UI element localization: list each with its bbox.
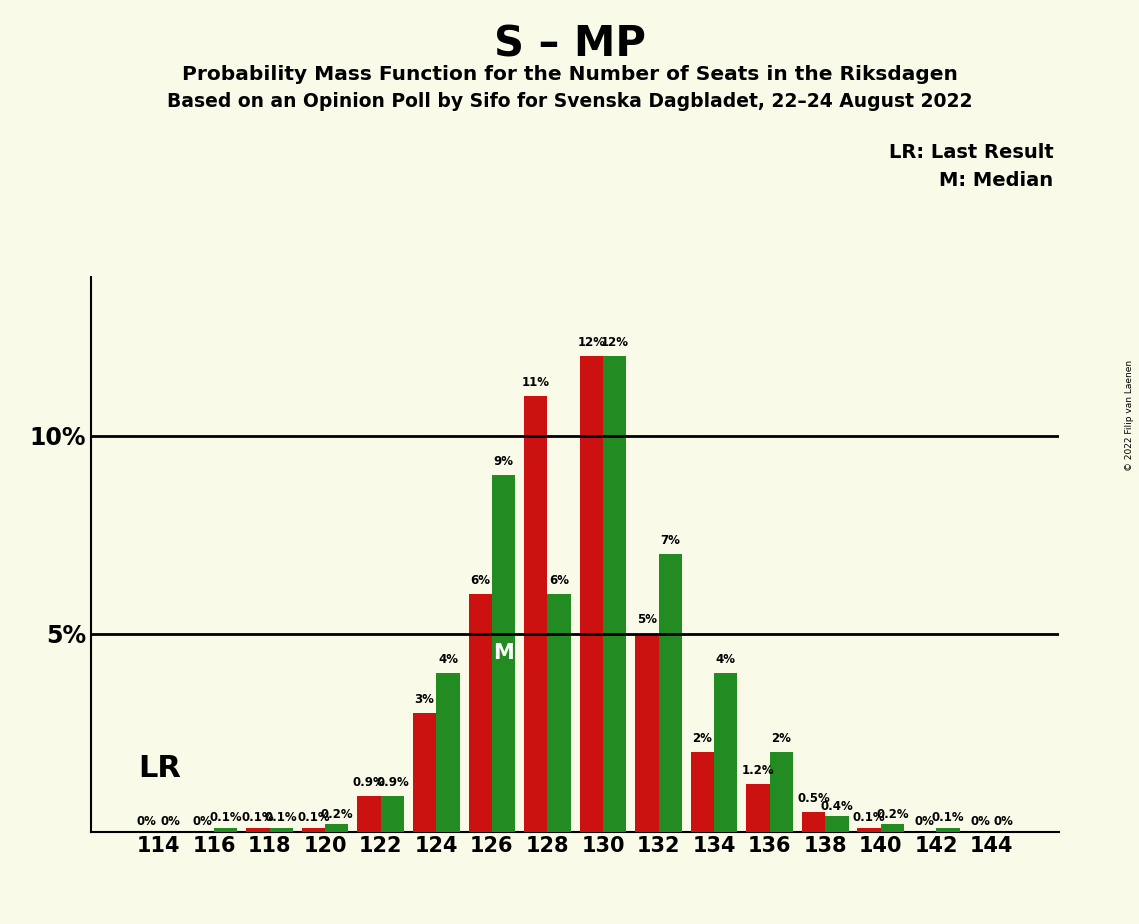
Text: LR: LR xyxy=(139,754,181,783)
Text: 0%: 0% xyxy=(192,816,212,829)
Text: 4%: 4% xyxy=(715,653,736,666)
Text: M: M xyxy=(493,643,514,663)
Bar xyxy=(436,674,460,832)
Bar xyxy=(603,357,626,832)
Bar xyxy=(492,475,515,832)
Text: 0.1%: 0.1% xyxy=(297,811,330,824)
Text: Probability Mass Function for the Number of Seats in the Riksdagen: Probability Mass Function for the Number… xyxy=(181,65,958,84)
Text: 12%: 12% xyxy=(577,336,605,349)
Text: 0.4%: 0.4% xyxy=(820,799,853,812)
Text: 0.1%: 0.1% xyxy=(932,811,965,824)
Text: 0.1%: 0.1% xyxy=(241,811,274,824)
Text: 6%: 6% xyxy=(470,574,490,587)
Text: 6%: 6% xyxy=(549,574,570,587)
Text: 0.2%: 0.2% xyxy=(876,808,909,821)
Text: 0.1%: 0.1% xyxy=(265,811,297,824)
Text: 0.2%: 0.2% xyxy=(320,808,353,821)
Bar xyxy=(690,752,714,832)
Bar xyxy=(358,796,380,832)
Bar xyxy=(214,828,237,832)
Bar xyxy=(826,816,849,832)
Text: © 2022 Filip van Laenen: © 2022 Filip van Laenen xyxy=(1125,360,1134,471)
Bar xyxy=(380,796,404,832)
Text: 1.2%: 1.2% xyxy=(741,764,775,777)
Text: 3%: 3% xyxy=(415,693,435,706)
Text: 0.9%: 0.9% xyxy=(353,776,385,789)
Text: 7%: 7% xyxy=(661,534,680,547)
Bar xyxy=(858,828,880,832)
Text: 0.1%: 0.1% xyxy=(853,811,885,824)
Bar xyxy=(714,674,737,832)
Bar xyxy=(524,396,548,832)
Text: 11%: 11% xyxy=(522,376,550,389)
Text: 4%: 4% xyxy=(439,653,458,666)
Bar xyxy=(246,828,270,832)
Bar xyxy=(802,812,826,832)
Bar xyxy=(468,594,492,832)
Text: LR: Last Result: LR: Last Result xyxy=(888,143,1054,163)
Text: Based on an Opinion Poll by Sifo for Svenska Dagbladet, 22–24 August 2022: Based on an Opinion Poll by Sifo for Sve… xyxy=(166,92,973,112)
Text: S – MP: S – MP xyxy=(493,23,646,65)
Bar xyxy=(270,828,293,832)
Text: 0.1%: 0.1% xyxy=(210,811,241,824)
Bar xyxy=(636,634,658,832)
Bar xyxy=(580,357,603,832)
Text: 0%: 0% xyxy=(993,816,1014,829)
Bar xyxy=(880,823,904,832)
Bar xyxy=(658,554,682,832)
Text: 0%: 0% xyxy=(137,816,157,829)
Text: 0%: 0% xyxy=(915,816,935,829)
Bar xyxy=(936,828,960,832)
Bar xyxy=(746,784,770,832)
Bar xyxy=(413,712,436,832)
Bar xyxy=(325,823,349,832)
Text: 0.5%: 0.5% xyxy=(797,792,830,805)
Text: 12%: 12% xyxy=(600,336,629,349)
Bar xyxy=(548,594,571,832)
Text: 2%: 2% xyxy=(693,733,712,746)
Text: 9%: 9% xyxy=(493,456,514,468)
Text: 0%: 0% xyxy=(161,816,180,829)
Bar xyxy=(770,752,793,832)
Text: 5%: 5% xyxy=(637,614,657,626)
Text: 2%: 2% xyxy=(771,733,792,746)
Text: M: Median: M: Median xyxy=(940,171,1054,190)
Bar xyxy=(302,828,325,832)
Text: 0.9%: 0.9% xyxy=(376,776,409,789)
Text: 0%: 0% xyxy=(970,816,990,829)
